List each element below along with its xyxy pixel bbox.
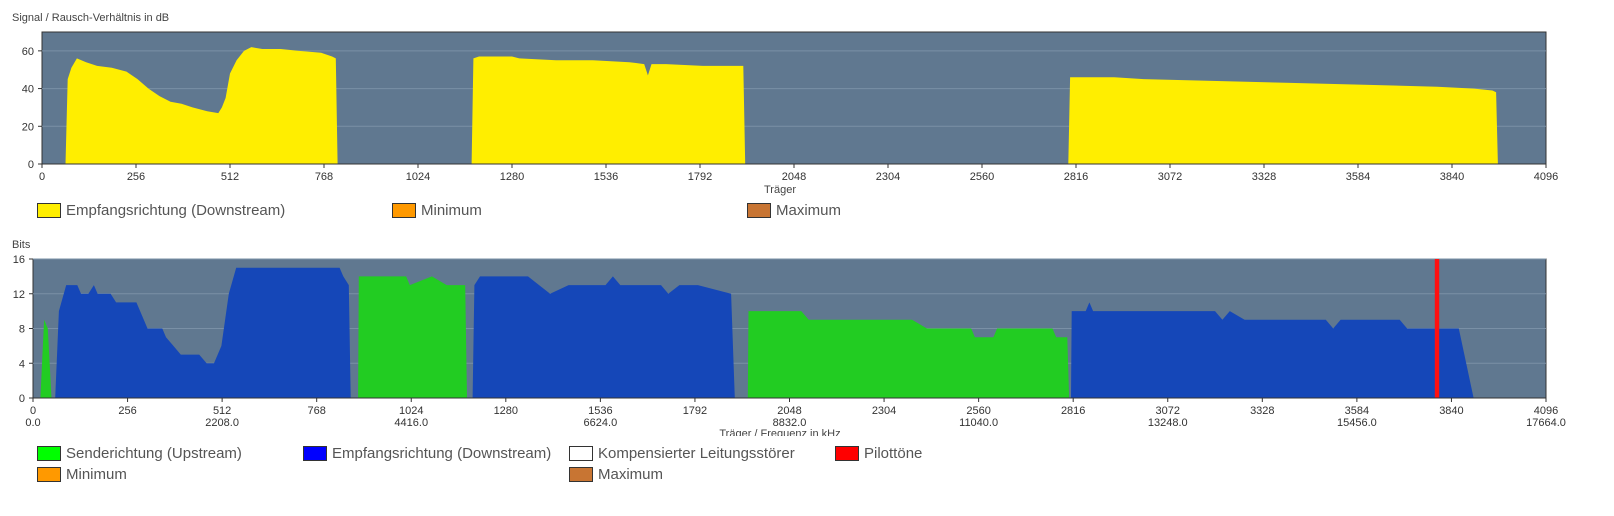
snr-y-tick-label: 40 xyxy=(22,84,34,96)
swatch xyxy=(569,446,593,461)
bits-legend-minimum: Minimum xyxy=(37,466,127,483)
bits-x-tick-khz-label: 0.0 xyxy=(25,417,40,429)
legend-label: Senderichtung (Upstream) xyxy=(66,445,242,462)
bits-x-tick-label: 3072 xyxy=(1156,405,1180,417)
swatch xyxy=(303,446,327,461)
snr-x-tick-label: 2560 xyxy=(970,171,994,183)
bits-legend-downstream: Empfangsrichtung (Downstream) xyxy=(303,445,551,462)
legend-label: Maximum xyxy=(598,466,664,483)
snr-x-tick-label: 512 xyxy=(221,171,239,183)
bits-x-tick-label: 2560 xyxy=(966,405,990,417)
bits-series xyxy=(40,259,1474,398)
snr-x-tick-label: 1792 xyxy=(688,171,712,183)
snr-x-tick-label: 2048 xyxy=(782,171,806,183)
snr-y-tick-label: 20 xyxy=(22,121,34,133)
snr-x-tick-label: 1024 xyxy=(406,171,430,183)
bits-x-tick-khz-label: 6624.0 xyxy=(584,417,618,429)
bits-x-tick-label: 3328 xyxy=(1250,405,1274,417)
bits-x-tick-khz-label: 13248.0 xyxy=(1148,417,1188,429)
bits-series-area xyxy=(55,267,351,398)
swatch xyxy=(569,467,593,482)
snr-y-ticks: 0 20 40 60 xyxy=(22,46,42,171)
bits-series-area xyxy=(40,319,52,398)
bits-x-tick-khz-label: 15456.0 xyxy=(1337,417,1377,429)
bits-x-tick-label: 512 xyxy=(213,405,231,417)
bits-series-area xyxy=(1434,259,1440,398)
legend-label: Empfangsrichtung (Downstream) xyxy=(66,202,286,219)
bits-x-axis-label: Träger / Frequenz in kHz xyxy=(719,428,840,436)
bits-y-axis-label: Bits xyxy=(12,239,31,251)
snr-series-area xyxy=(65,47,1498,164)
bits-y-tick-label: 8 xyxy=(19,324,25,336)
bits-x-tick-label: 3840 xyxy=(1439,405,1463,417)
snr-x-tick-label: 256 xyxy=(127,171,145,183)
snr-x-tick-label: 2304 xyxy=(876,171,900,183)
snr-x-tick-label: 3840 xyxy=(1440,171,1464,183)
bits-legend-pilot: Pilottöne xyxy=(835,445,922,462)
legend-label: Minimum xyxy=(421,202,482,219)
legend-label: Pilottöne xyxy=(864,445,923,462)
bits-x-tick-khz-label: 4416.0 xyxy=(394,417,428,429)
bits-x-tick-khz-label: 17664.0 xyxy=(1526,417,1566,429)
snr-legend-downstream: Empfangsrichtung (Downstream) xyxy=(37,202,285,219)
snr-x-tick-label: 3328 xyxy=(1252,171,1276,183)
bits-x-tick-label: 1792 xyxy=(683,405,707,417)
snr-x-axis-label: Träger xyxy=(764,184,796,196)
bits-x-tick-label: 4096 xyxy=(1534,405,1558,417)
bits-y-ticks: 0 4 8 12 16 xyxy=(13,254,33,405)
bits-x-tick-khz-label: 8832.0 xyxy=(773,417,807,429)
swatch xyxy=(37,467,61,482)
bits-x-tick-label: 1024 xyxy=(399,405,423,417)
swatch xyxy=(37,446,61,461)
snr-legend-maximum: Maximum xyxy=(747,202,841,219)
legend-label: Minimum xyxy=(66,466,127,483)
legend-label: Kompensierter Leitungsstörer xyxy=(598,445,795,462)
bits-legend-compensated: Kompensierter Leitungsstörer xyxy=(569,445,795,462)
snr-x-tick-label: 1536 xyxy=(594,171,618,183)
bits-x-tick-label: 0 xyxy=(30,405,36,417)
snr-x-tick-label: 3072 xyxy=(1158,171,1182,183)
bits-x-tick-label: 2816 xyxy=(1061,405,1085,417)
snr-series xyxy=(65,47,1498,164)
bits-x-tick-label: 2048 xyxy=(777,405,801,417)
bits-x-tick-label: 2304 xyxy=(872,405,896,417)
swatch xyxy=(747,203,771,218)
bits-x-tick-label: 1536 xyxy=(588,405,612,417)
snr-legend-minimum: Minimum xyxy=(392,202,482,219)
snr-x-ticks: 0 256 512 768 1024 1280 1536 1792 2048 2304 2560 28… xyxy=(39,164,1558,183)
bits-y-tick-label: 16 xyxy=(13,254,25,266)
bits-x-tick-label: 256 xyxy=(118,405,136,417)
bits-series-area xyxy=(472,276,735,398)
snr-x-tick-label: 4096 xyxy=(1534,171,1558,183)
snr-x-tick-label: 2816 xyxy=(1064,171,1088,183)
bits-y-tick-label: 12 xyxy=(13,289,25,301)
snr-x-tick-label: 3584 xyxy=(1346,171,1370,183)
legend-label: Empfangsrichtung (Downstream) xyxy=(332,445,552,462)
snr-x-tick-label: 0 xyxy=(39,171,45,183)
swatch xyxy=(37,203,61,218)
bits-y-tick-label: 0 xyxy=(19,393,25,405)
bits-series-area xyxy=(1071,302,1474,398)
snr-x-tick-label: 1280 xyxy=(500,171,524,183)
bits-x-tick-label: 3584 xyxy=(1345,405,1369,417)
snr-x-tick-label: 768 xyxy=(315,171,333,183)
bits-x-tick-khz-label: 11040.0 xyxy=(959,417,998,429)
bits-x-tick-label: 1280 xyxy=(494,405,518,417)
snr-y-axis-label: Signal / Rausch-Verhältnis in dB xyxy=(12,12,169,24)
bits-series-area xyxy=(358,276,467,398)
snr-y-tick-label: 60 xyxy=(22,46,34,58)
legend-label: Maximum xyxy=(776,202,842,219)
bits-x-tick-label: 768 xyxy=(308,405,326,417)
swatch xyxy=(392,203,416,218)
bits-legend-maximum: Maximum xyxy=(569,466,663,483)
bits-series-area xyxy=(747,311,1070,398)
bits-legend-upstream: Senderichtung (Upstream) xyxy=(37,445,242,462)
snr-y-tick-label: 0 xyxy=(28,159,34,171)
bits-x-tick-khz-label: 2208.0 xyxy=(205,417,239,429)
swatch xyxy=(835,446,859,461)
bits-y-tick-label: 4 xyxy=(19,358,25,370)
snr-chart: Signal / Rausch-Verhältnis in dB 0 256 512… xyxy=(12,12,1558,196)
